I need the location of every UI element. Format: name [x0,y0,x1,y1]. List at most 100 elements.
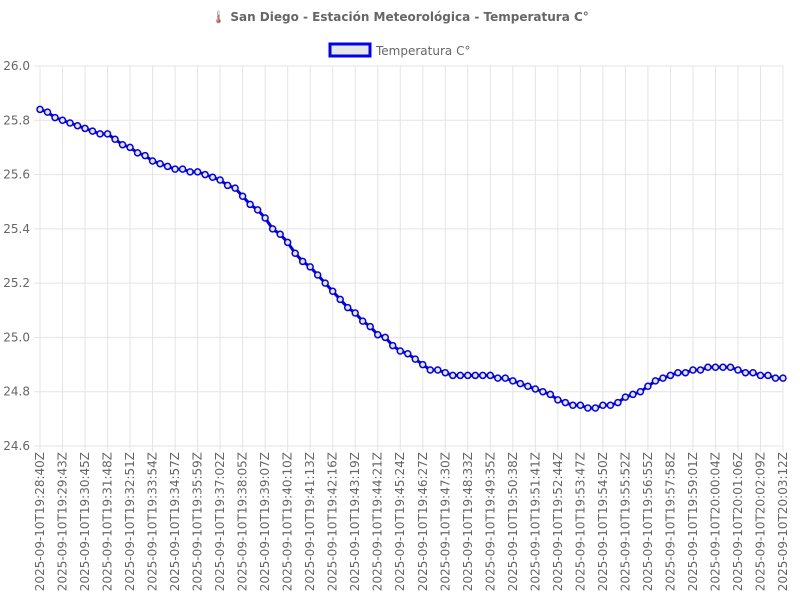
data-point[interactable] [141,151,149,160]
data-point[interactable] [208,173,217,182]
data-point[interactable] [486,371,495,380]
data-point[interactable] [554,396,562,404]
data-point[interactable] [223,181,232,190]
data-point[interactable] [73,121,82,130]
data-point[interactable] [298,257,307,266]
data-point[interactable] [629,390,637,399]
data-point[interactable] [171,165,179,173]
data-point[interactable] [36,105,44,114]
data-point[interactable] [659,374,667,382]
data-point[interactable] [764,371,772,380]
data-point[interactable] [66,119,74,127]
data-point[interactable] [449,371,457,380]
data-point[interactable] [238,192,247,201]
data-point[interactable] [584,404,592,412]
data-point[interactable] [396,347,404,355]
data-point[interactable] [434,366,442,374]
data-point[interactable] [366,322,374,331]
data-point[interactable] [524,382,532,391]
data-point[interactable] [606,401,615,410]
data-point[interactable] [569,401,577,410]
data-point[interactable] [291,249,299,258]
data-point[interactable] [51,113,59,122]
data-point[interactable] [126,143,134,152]
data-point[interactable] [651,377,660,385]
data-point[interactable] [231,184,239,192]
legend[interactable]: Temperatura C° [328,42,470,58]
data-point[interactable] [749,368,757,377]
data-point[interactable] [711,363,720,372]
data-point[interactable] [666,371,675,380]
data-point[interactable] [726,363,735,372]
data-point[interactable] [696,366,705,374]
data-point[interactable] [779,374,787,382]
data-point[interactable] [156,159,164,168]
data-point[interactable] [501,374,510,382]
data-point[interactable] [644,382,652,391]
data-point[interactable] [411,355,420,363]
data-point[interactable] [88,127,97,135]
data-point[interactable] [464,371,472,380]
data-point[interactable] [599,401,607,410]
data-point[interactable] [133,149,142,157]
data-point[interactable] [419,360,427,369]
data-point[interactable] [741,368,750,377]
data-point[interactable] [441,368,450,377]
data-point[interactable] [531,385,540,393]
data-point[interactable] [373,330,382,339]
data-point[interactable] [268,225,277,233]
data-point[interactable] [756,371,765,380]
data-point[interactable] [163,162,172,171]
data-point[interactable] [681,368,690,377]
data-point[interactable] [43,108,52,116]
data-point[interactable] [591,404,600,412]
data-point[interactable] [178,165,187,173]
data-point[interactable] [358,317,367,325]
legend-label[interactable]: Temperatura C° [375,44,470,58]
data-point[interactable] [614,398,622,407]
data-point[interactable] [96,130,104,138]
data-point[interactable] [253,206,262,214]
data-point[interactable] [719,363,727,372]
data-point[interactable] [539,387,547,396]
data-point[interactable] [328,287,337,296]
data-point[interactable] [81,124,89,133]
data-point[interactable] [58,116,67,125]
data-point[interactable] [674,368,682,377]
data-point[interactable] [704,363,712,372]
data-point[interactable] [118,140,127,149]
data-point[interactable] [479,371,487,380]
data-point[interactable] [561,398,570,407]
data-point[interactable] [576,401,585,410]
data-point[interactable] [111,135,119,144]
data-point[interactable] [494,374,502,382]
data-point[interactable] [313,271,322,279]
data-point[interactable] [426,366,435,374]
data-point[interactable] [621,393,630,401]
data-point[interactable] [103,130,112,138]
data-point[interactable] [771,374,780,382]
data-point[interactable] [193,168,202,176]
data-point[interactable] [321,279,329,287]
data-point[interactable] [381,333,389,342]
data-point[interactable] [246,200,254,209]
data-point[interactable] [734,366,742,374]
data-point[interactable] [351,309,359,317]
legend-swatch[interactable] [328,42,372,58]
data-point[interactable] [276,230,284,239]
data-point[interactable] [516,379,525,388]
data-point[interactable] [509,377,517,385]
data-point[interactable] [201,170,209,179]
data-point[interactable] [403,349,412,358]
data-point[interactable] [148,157,157,165]
data-point[interactable] [388,341,397,350]
data-point[interactable] [336,295,344,304]
data-point[interactable] [343,303,352,312]
data-point[interactable] [456,371,465,380]
data-point[interactable] [689,366,697,374]
data-point[interactable] [636,387,645,396]
data-point[interactable] [283,238,292,247]
data-point[interactable] [546,390,555,399]
data-point[interactable] [216,176,224,184]
data-point[interactable] [186,168,194,176]
